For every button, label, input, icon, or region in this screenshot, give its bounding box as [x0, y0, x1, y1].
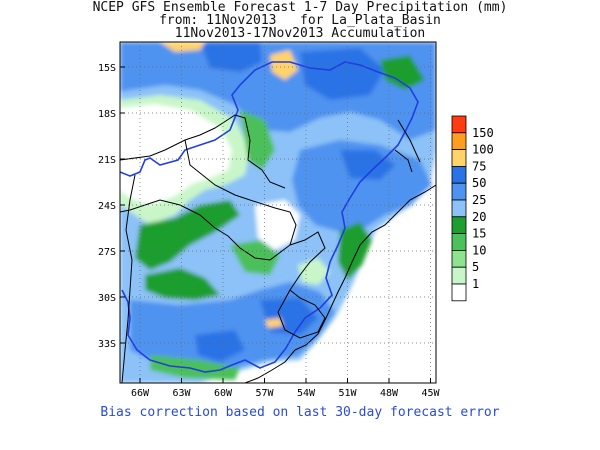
longitude-axis: 66W 63W 60W 57W 54W 51W 48W 45W — [131, 378, 441, 399]
lon-tick-label: 60W — [214, 388, 233, 399]
coastline-argentina — [244, 349, 296, 383]
lat-tick-label: 27S — [98, 247, 116, 258]
border-argentina-brazil — [289, 231, 326, 291]
precip-75-patch-2 — [300, 48, 385, 100]
legend-label: 5 — [472, 260, 479, 274]
title-line-1: NCEP GFS Ensemble Forecast 1-7 Day Preci… — [92, 0, 508, 15]
legend-swatch — [451, 132, 467, 151]
border-uruguay — [277, 289, 326, 339]
legend-label: 50 — [472, 176, 486, 190]
graticule — [120, 42, 436, 383]
basin-outline — [120, 61, 419, 373]
legend-swatch — [451, 266, 467, 285]
internal-state-lines — [394, 119, 421, 173]
legend-swatch — [451, 115, 467, 134]
lon-tick-label: 54W — [297, 388, 316, 399]
lat-tick-label: 33S — [98, 339, 116, 350]
dry-region-core — [120, 104, 232, 205]
precip-fields — [120, 42, 436, 383]
lon-tick-label: 45W — [421, 388, 440, 399]
precip-100-spot-1 — [160, 42, 205, 52]
border-chile-argentina — [121, 174, 136, 383]
precip-75-patch-3 — [340, 150, 395, 180]
lat-tick-label: 24S — [98, 201, 116, 212]
legend-swatch — [451, 149, 467, 167]
map-panel — [120, 42, 436, 383]
legend-label: 15 — [472, 227, 486, 241]
precip-100-spot-2 — [270, 50, 298, 80]
map-frame — [119, 41, 437, 384]
lon-tick-label: 57W — [255, 388, 274, 399]
border-paraguay — [199, 199, 297, 261]
lat-tick-label: 18S — [98, 109, 116, 120]
bias-correction-note: Bias correction based on last 30-day for… — [100, 405, 500, 420]
country-borders — [120, 114, 436, 383]
legend-swatch — [451, 283, 467, 302]
lon-tick-label: 48W — [380, 388, 399, 399]
legend-swatch — [451, 182, 467, 201]
precip-15-band-ne — [380, 55, 425, 90]
lat-tick-label: 15S — [98, 63, 116, 74]
legend-label: 20 — [472, 210, 486, 224]
precip-15-band-west — [135, 200, 240, 270]
lat-tick-label: 21S — [98, 155, 116, 166]
legend-label: 1 — [472, 277, 479, 291]
precip-legend: 150 100 75 50 25 20 15 10 5 1 — [451, 115, 494, 302]
legend-label: 75 — [472, 159, 486, 173]
precip-75-patch-1 — [200, 42, 262, 72]
precip-15-band-coast — [338, 222, 372, 280]
dry-region-paraguay — [255, 200, 300, 250]
legend-swatch — [451, 233, 467, 251]
title-line-2: from: 11Nov2013 for La_Plata_Basin — [159, 13, 441, 28]
legend-swatch — [451, 249, 467, 268]
legend-swatch — [451, 199, 467, 218]
legend-label: 100 — [472, 143, 494, 157]
latitude-axis: 15S 18S 21S 24S 27S 30S 33S — [98, 63, 125, 350]
precip-75-patch-5 — [195, 330, 245, 362]
legend-swatch — [451, 165, 467, 184]
border-bolivia-brazil — [120, 114, 286, 189]
legend-swatch — [451, 216, 467, 235]
precip-50-east — [292, 140, 432, 232]
title-line-3: 11Nov2013-17Nov2013 Accumulation — [174, 26, 426, 41]
precip-10-rim-3 — [150, 355, 240, 380]
precip-100-spot-3 — [265, 318, 283, 328]
legend-label: 25 — [472, 193, 486, 207]
legend-label: 10 — [472, 243, 486, 257]
lon-tick-label: 66W — [131, 388, 150, 399]
lon-tick-label: 63W — [172, 388, 191, 399]
legend-label: 150 — [472, 126, 494, 140]
coastline-brazil — [294, 184, 436, 351]
precip-15-band-south — [145, 268, 220, 300]
border-bolivia-paraguay — [184, 139, 251, 201]
lon-tick-label: 51W — [338, 388, 357, 399]
lat-tick-label: 30S — [98, 293, 116, 304]
